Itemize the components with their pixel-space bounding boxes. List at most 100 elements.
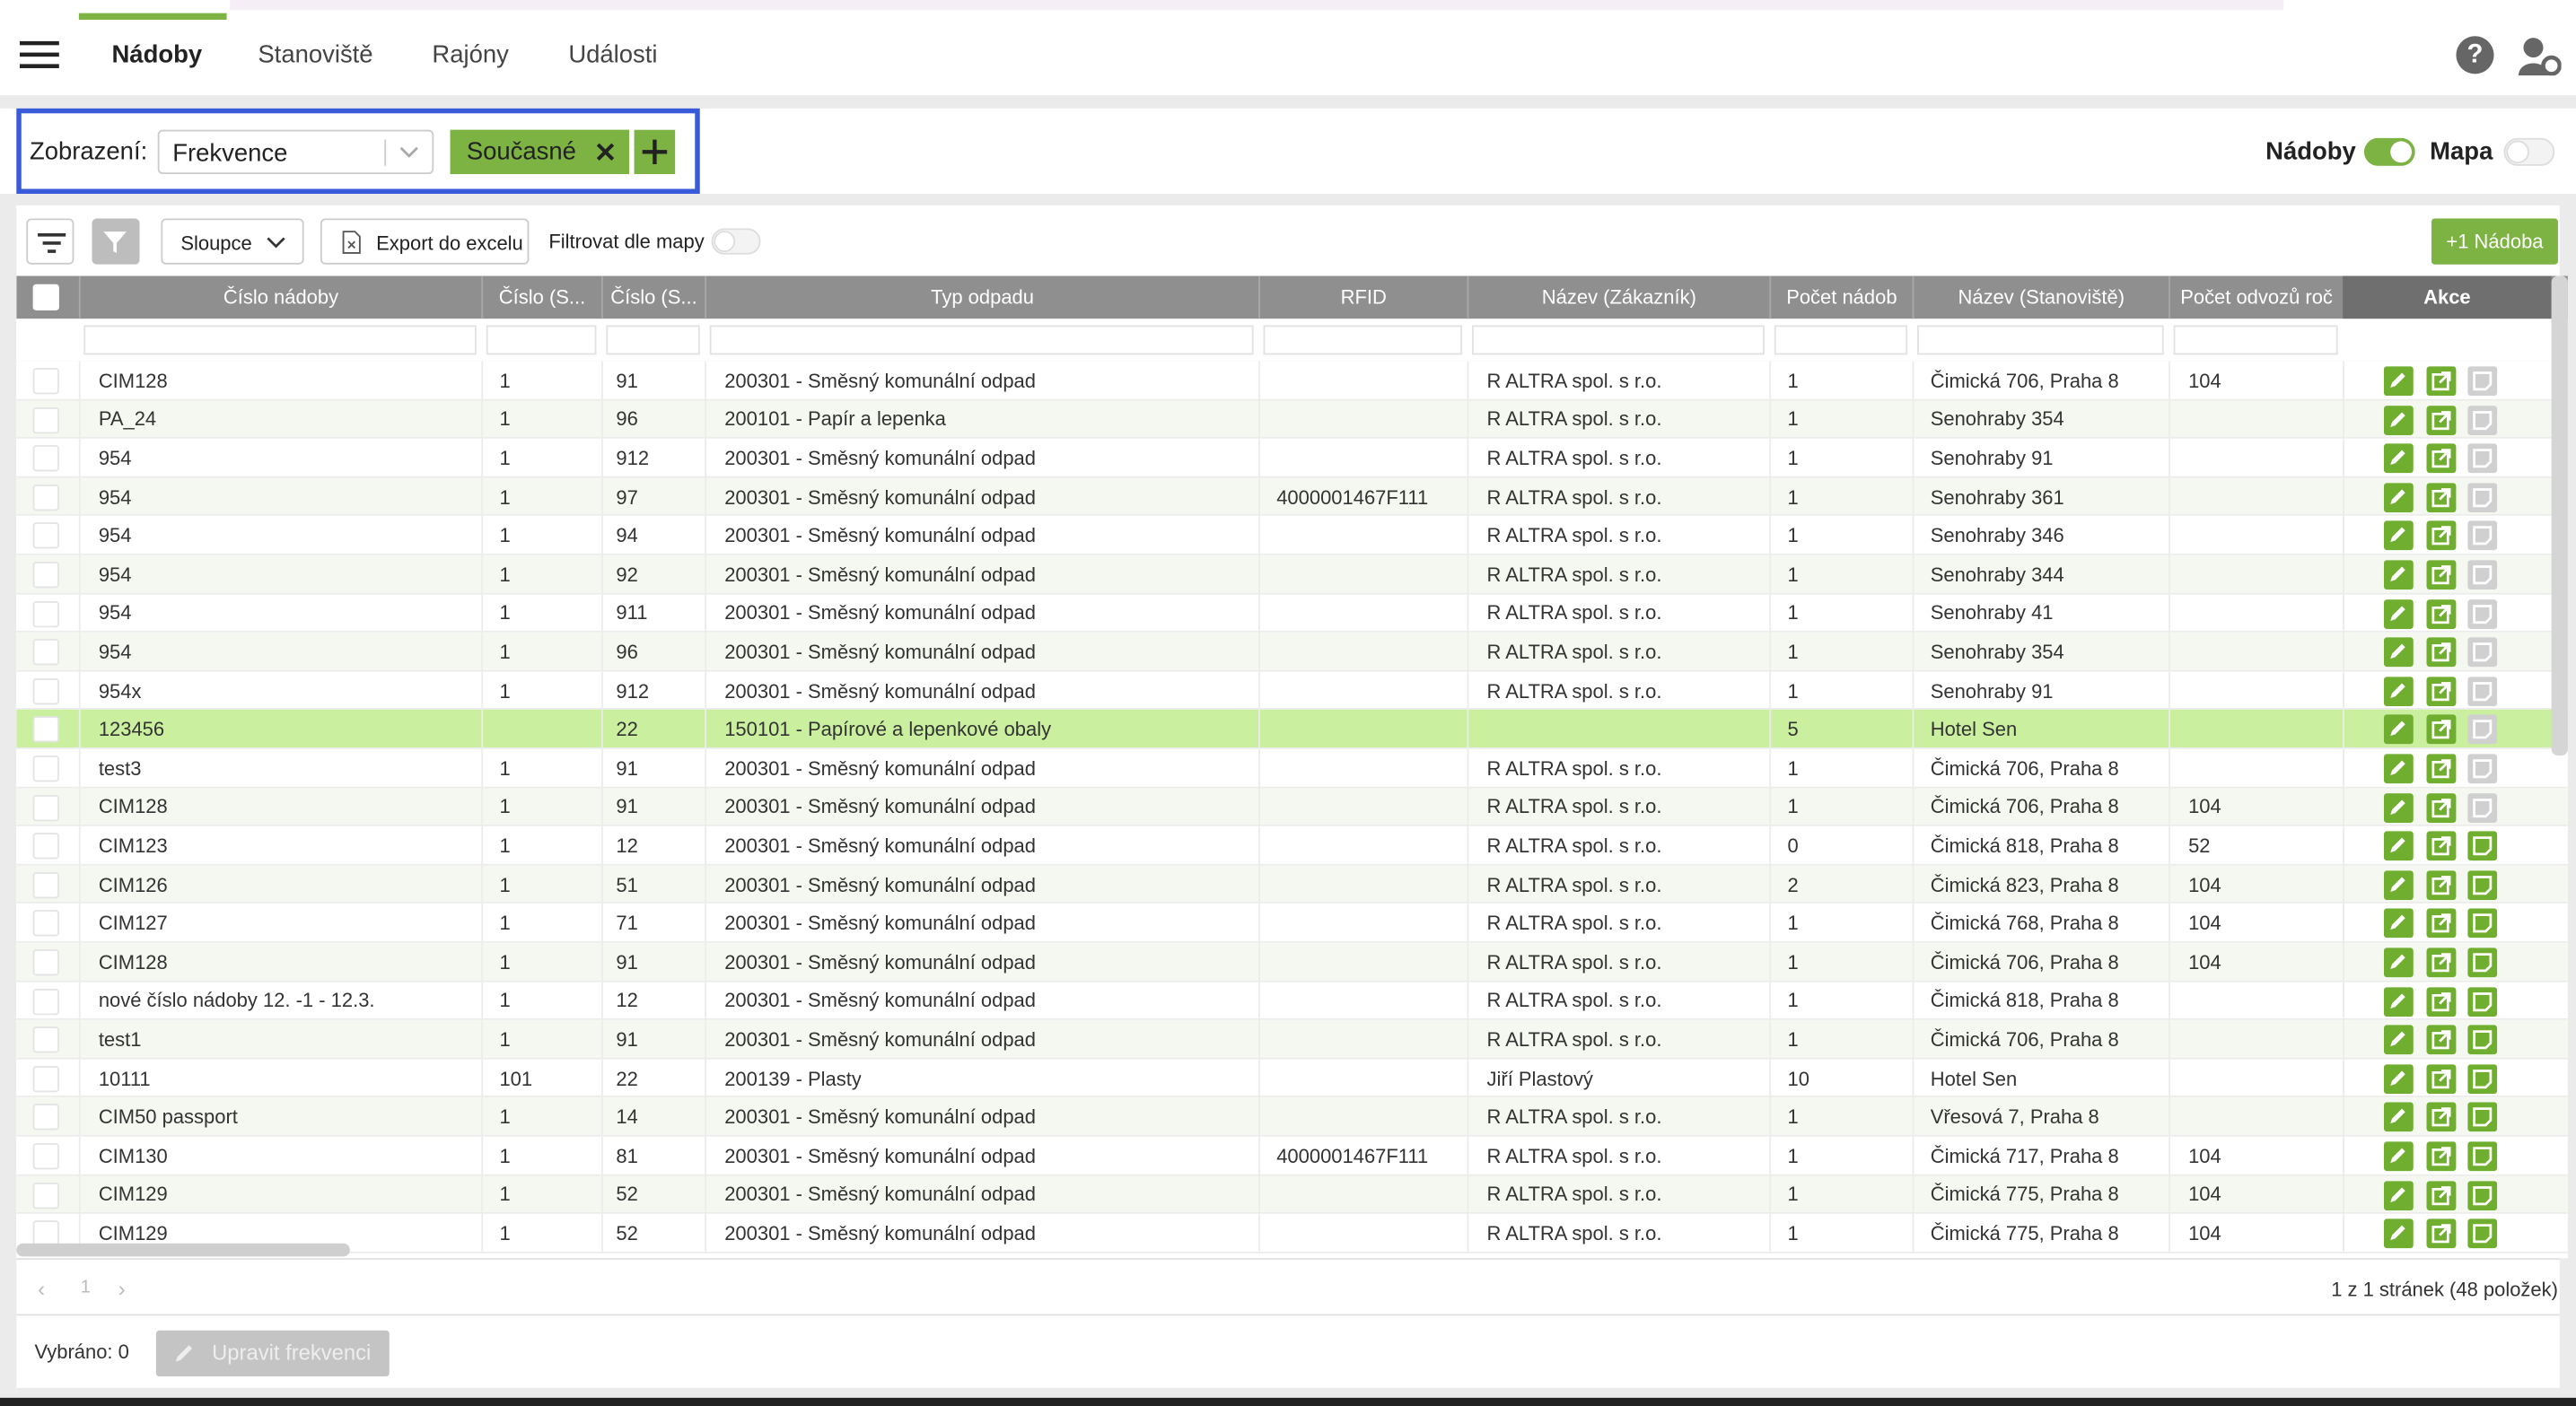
edit-action[interactable] — [2383, 1103, 2414, 1132]
column-filter-input[interactable] — [83, 325, 477, 355]
row-checkbox[interactable] — [32, 1065, 59, 1092]
edit-action[interactable] — [2383, 1141, 2414, 1172]
columns-button[interactable]: Sloupce — [161, 218, 304, 265]
column-filter-input[interactable] — [486, 325, 597, 355]
add-view-button[interactable] — [634, 129, 676, 175]
note-action[interactable] — [2467, 1025, 2498, 1055]
tab[interactable]: Nádoby — [111, 40, 203, 69]
column-header[interactable]: Počet odvozů roč — [2169, 275, 2343, 319]
edit-action[interactable] — [2383, 715, 2414, 745]
note-action[interactable] — [2467, 676, 2498, 706]
clear-filter-button[interactable] — [92, 218, 140, 265]
next-page[interactable]: › — [118, 1276, 126, 1301]
row-checkbox[interactable] — [32, 1182, 59, 1209]
column-header[interactable]: Číslo (S... — [600, 275, 705, 319]
note-action[interactable] — [2467, 366, 2498, 397]
row-checkbox[interactable] — [32, 755, 59, 782]
row-checkbox[interactable] — [32, 1026, 59, 1053]
edit-action[interactable] — [2383, 366, 2414, 397]
note-action[interactable] — [2467, 754, 2498, 784]
row-checkbox[interactable] — [32, 445, 59, 472]
menu-button[interactable] — [19, 40, 59, 69]
prev-page[interactable]: ‹ — [38, 1276, 46, 1301]
row-checkbox[interactable] — [32, 871, 59, 898]
user-settings-button[interactable] — [2519, 36, 2562, 76]
edit-action[interactable] — [2383, 598, 2414, 629]
open-action[interactable] — [2425, 637, 2456, 668]
tab[interactable]: Stanoviště — [258, 40, 373, 69]
column-header[interactable]: Počet nádob — [1769, 275, 1912, 319]
row-checkbox[interactable] — [32, 716, 59, 744]
map-filter-toggle[interactable] — [711, 228, 761, 255]
row-checkbox[interactable] — [32, 368, 59, 395]
open-action[interactable] — [2425, 1141, 2456, 1172]
edit-action[interactable] — [2383, 986, 2414, 1017]
note-action[interactable] — [2467, 831, 2498, 861]
row-checkbox[interactable] — [32, 522, 59, 550]
note-action[interactable] — [2467, 948, 2498, 978]
export-button[interactable]: Export do excelu — [320, 218, 530, 265]
note-action[interactable] — [2467, 443, 2498, 474]
note-action[interactable] — [2467, 715, 2498, 745]
row-checkbox[interactable] — [32, 1143, 59, 1170]
tag-remove[interactable] — [596, 143, 615, 161]
open-action[interactable] — [2425, 405, 2456, 435]
open-action[interactable] — [2425, 831, 2456, 861]
column-filter-input[interactable] — [1774, 325, 1908, 355]
edit-action[interactable] — [2383, 676, 2414, 706]
column-filter-input[interactable] — [606, 325, 700, 355]
edit-action[interactable] — [2383, 869, 2414, 900]
row-checkbox[interactable] — [32, 600, 59, 627]
note-action[interactable] — [2467, 792, 2498, 823]
edit-action[interactable] — [2383, 405, 2414, 435]
edit-action[interactable] — [2383, 482, 2414, 512]
note-action[interactable] — [2467, 1063, 2498, 1094]
column-header[interactable]: Název (Zákazník) — [1467, 275, 1770, 319]
column-header[interactable]: Číslo nádoby — [78, 275, 481, 319]
note-action[interactable] — [2467, 869, 2498, 900]
row-checkbox[interactable] — [32, 794, 59, 821]
open-action[interactable] — [2425, 1218, 2456, 1249]
column-header[interactable]: RFID — [1258, 275, 1467, 319]
edit-action[interactable] — [2383, 831, 2414, 861]
note-action[interactable] — [2467, 986, 2498, 1017]
row-checkbox[interactable] — [32, 949, 59, 976]
edit-action[interactable] — [2383, 754, 2414, 784]
toggle-on[interactable] — [2363, 137, 2415, 166]
edit-frequency-button[interactable]: Upravit frekvenci — [155, 1330, 390, 1377]
toggle-off[interactable] — [2503, 137, 2555, 166]
edit-action[interactable] — [2383, 637, 2414, 668]
row-checkbox[interactable] — [32, 677, 59, 704]
open-action[interactable] — [2425, 1180, 2456, 1210]
view-select[interactable]: Frekvence — [157, 129, 434, 175]
open-action[interactable] — [2425, 598, 2456, 629]
open-action[interactable] — [2425, 443, 2456, 474]
note-action[interactable] — [2467, 560, 2498, 590]
edit-action[interactable] — [2383, 1025, 2414, 1055]
column-filter-input[interactable] — [709, 325, 1254, 355]
note-action[interactable] — [2467, 1141, 2498, 1172]
open-action[interactable] — [2425, 366, 2456, 397]
vertical-scrollbar[interactable] — [2551, 275, 2568, 756]
column-filter-input[interactable] — [1472, 325, 1765, 355]
help-button[interactable]: ? — [2456, 36, 2494, 74]
open-action[interactable] — [2425, 482, 2456, 512]
note-action[interactable] — [2467, 521, 2498, 551]
edit-action[interactable] — [2383, 909, 2414, 939]
open-action[interactable] — [2425, 792, 2456, 823]
note-action[interactable] — [2467, 598, 2498, 629]
filter-button[interactable] — [26, 218, 74, 265]
row-checkbox[interactable] — [32, 639, 59, 666]
column-filter-input[interactable] — [1263, 325, 1463, 355]
note-action[interactable] — [2467, 909, 2498, 939]
row-checkbox[interactable] — [32, 484, 59, 511]
open-action[interactable] — [2425, 1063, 2456, 1094]
note-action[interactable] — [2467, 1180, 2498, 1210]
open-action[interactable] — [2425, 1103, 2456, 1132]
open-action[interactable] — [2425, 869, 2456, 900]
edit-action[interactable] — [2383, 521, 2414, 551]
column-header[interactable]: Název (Stanoviště) — [1912, 275, 2169, 319]
note-action[interactable] — [2467, 637, 2498, 668]
edit-action[interactable] — [2383, 443, 2414, 474]
row-checkbox[interactable] — [32, 910, 59, 938]
